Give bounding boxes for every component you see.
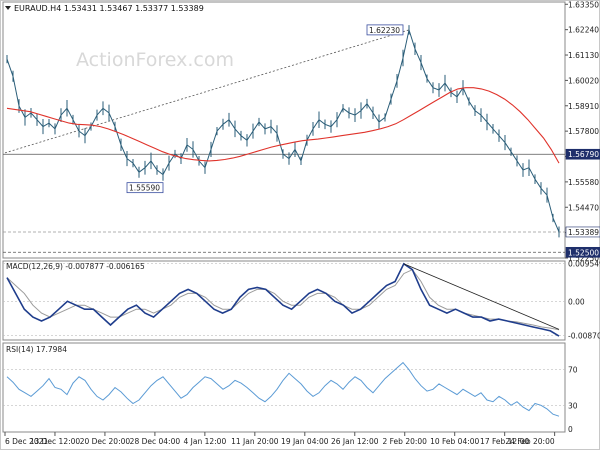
x-tick-label: 11 Jan 20:00 — [231, 437, 279, 446]
price-y-tick-label: 1.54470 — [568, 203, 599, 212]
price-y-tick-label: 1.63350 — [568, 0, 599, 9]
x-tick-label: 20 Dec 20:00 — [80, 437, 131, 446]
price-level-label-box — [565, 226, 600, 238]
x-tick-label: 10 Feb 04:00 — [430, 437, 479, 446]
macd-y-tick-label: 0.009549 — [568, 260, 600, 269]
price-y-tick-label: 1.52250 — [568, 254, 599, 263]
symbol-arrow-icon — [5, 6, 11, 10]
macd-y-tick-label: -0.008707 — [568, 332, 600, 341]
rsi-y-tick-label: 0 — [568, 425, 573, 434]
macd-plot-frame — [2, 260, 566, 341]
high-label-box — [366, 24, 404, 36]
price-y-tick-label: 1.57800 — [568, 127, 599, 136]
price-y-tick-label: 1.58910 — [568, 102, 599, 111]
rsi-line — [6, 361, 560, 417]
price-y-tick-label: 1.55580 — [568, 178, 599, 187]
low-label: 1.55590 — [129, 184, 160, 193]
rsi-y-tick-label: 30 — [568, 401, 578, 410]
rsi-title: RSI(14) 17.7984 — [6, 345, 67, 354]
x-tick-label: 2 Feb 20:00 — [383, 437, 428, 446]
x-tick-label: 4 Jan 12:00 — [184, 437, 227, 446]
price-level-label: 1.53389 — [568, 228, 599, 237]
x-tick-label: 28 Dec 04:00 — [130, 437, 181, 446]
x-tick-label: 19 Jan 04:00 — [281, 437, 329, 446]
rsi-panel: 70 30 0 RSI(14) 17.7984 — [2, 342, 578, 434]
rsi-plot-frame — [2, 342, 566, 433]
x-tick-label: 6 Dec 2021 — [5, 437, 48, 446]
price-level-label: 1.56790 — [568, 150, 599, 159]
price-line — [6, 27, 560, 233]
x-tick-label: 13 Dec 12:00 — [30, 437, 81, 446]
price-y-tick-label: 1.62240 — [568, 26, 599, 35]
x-tick-label: 17 Feb 12:00 — [480, 437, 529, 446]
macd-title: MACD(12,26,9) -0.007877 -0.006165 — [6, 262, 145, 271]
price-y-tick-label: 1.61130 — [568, 51, 599, 60]
price-y-tick-label: 1.60020 — [568, 76, 599, 85]
price-level-label-box — [565, 246, 600, 258]
high-label: 1.62230 — [369, 26, 400, 35]
x-tick-label: 26 Jan 12:00 — [331, 437, 379, 446]
watermark: ActionForex.com — [76, 49, 234, 71]
macd-y-tick-label: 0.00 — [568, 297, 585, 306]
macd-panel: 0.009549 0.00 -0.008707 MACD(12,26,9) -0.00… — [2, 260, 600, 341]
price-plot-frame — [2, 1, 566, 259]
rsi-y-tick-label: 70 — [568, 366, 578, 375]
price-level-label-box — [565, 148, 600, 160]
moving-average-line — [6, 87, 560, 164]
price-level-label: 1.52500 — [568, 248, 599, 257]
symbol-header: EURAUD.H4 1.53431 1.53467 1.53377 1.5338… — [14, 4, 204, 13]
x-tick-label: 24 Feb 20:00 — [505, 437, 554, 446]
low-label-box — [126, 182, 164, 194]
macd-trendline — [403, 263, 560, 330]
macd-line — [6, 262, 560, 337]
price-panel: 1.63350 1.62240 1.61130 1.60020 1.58910 1.578… — [2, 0, 600, 263]
